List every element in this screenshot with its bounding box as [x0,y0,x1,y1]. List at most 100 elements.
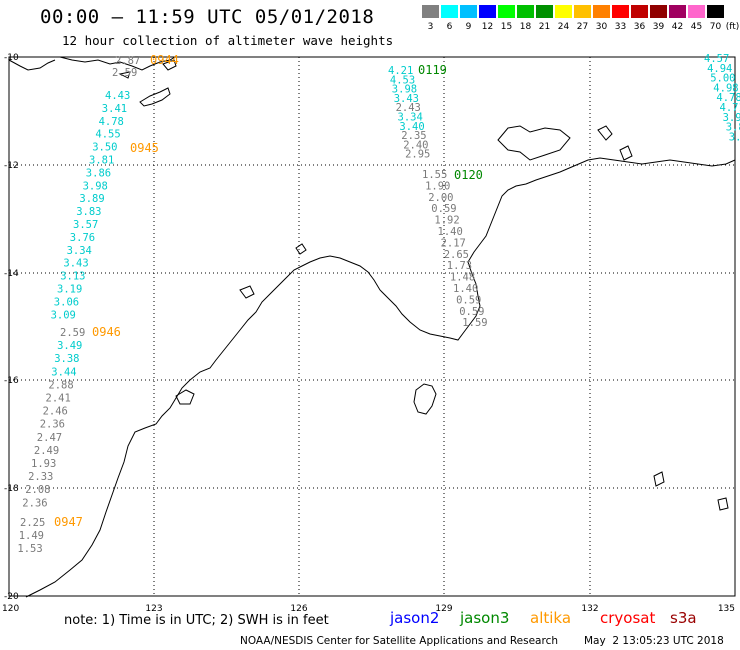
island-west-3 [295,243,307,255]
scale-label: 45 [690,22,703,32]
wave-height-value: 1.40 [453,283,478,295]
scale-swatch [498,5,515,18]
wave-height-value: 3.09 [51,309,76,321]
scale-label: 33 [614,22,627,32]
lon-tick-label: 120 [2,604,19,614]
wave-height-value: 3.57 [73,219,98,231]
wave-height-value: 2.33 [28,471,53,483]
altimeter-pass: 2.593.493.383.442.882.412.462.362.472.49… [22,325,121,509]
lat-tick-label: -20 [4,592,19,602]
pass-time-label: 0120 [454,168,483,182]
altimeter-pass: 2.872.59 0944 [112,53,179,79]
wave-height-value: 3.43 [394,93,419,105]
scale-swatch [460,5,477,18]
wave-height-value: 2.43 [396,102,421,114]
wave-height-value: 3.83 [76,206,101,218]
wave-height-value: 4.78 [716,92,740,104]
wave-height-value: 2.65 [444,249,469,261]
lat-tick-label: -10 [4,53,19,63]
scale-label: 15 [500,22,513,32]
indonesia-coast-topleft [8,56,176,71]
lon-tick-label: 129 [435,604,452,614]
island-small-2 [118,71,131,79]
map-subtitle: 12 hour collection of altimeter wave hei… [62,33,394,48]
altimeter-pass: 1.551.902.000.591.921.402.172.651.731.48… [422,168,488,329]
scale-swatch [479,5,496,18]
island-far-east [717,497,729,511]
wave-height-value: 3.06 [54,296,79,308]
scale-swatch [688,5,705,18]
scale-swatch [517,5,534,18]
wave-height-value: 2.95 [405,149,430,161]
scale-swatch [612,5,629,18]
wave-height-value: 1.40 [438,226,463,238]
altimeter-pass: 4.214.533.983.432.433.343.402.352.402.95… [388,63,447,161]
map-frame [8,56,736,597]
wave-height-value: 3.76 [729,131,740,143]
wave-height-value: 2.41 [46,393,71,405]
wave-height-value: 3.13 [60,271,85,283]
scale-label: 21 [538,22,551,32]
wave-height-value: 3.50 [92,142,117,154]
scale-swatch [650,5,667,18]
altimeter-tracks: 2.872.5909444.433.414.784.553.503.813.86… [17,53,740,555]
wave-height-value: 3.41 [102,103,127,115]
island-groote [653,471,665,487]
scale-swatch [441,5,458,18]
satellite-name: cryosat [600,609,656,627]
wave-height-value: 3.40 [399,121,424,133]
wave-height-value: 4.78 [99,116,124,128]
wave-height-value: 1.48 [450,272,475,284]
wave-height-value: 2.59 [60,327,85,339]
wave-height-value: 2.25 [20,517,45,529]
lon-tick-label: 123 [145,604,162,614]
scale-label: 9 [465,22,472,32]
wave-height-value: 3.98 [392,84,417,96]
scale-swatch [631,5,648,18]
wave-height-value: 2.59 [112,67,137,79]
wave-height-value: 3.19 [57,284,82,296]
wave-height-value: 4.98 [713,82,738,94]
wave-height-value: 1.92 [434,215,459,227]
wave-height-value: 4.43 [105,90,130,102]
wave-height-value: 3.89 [79,193,104,205]
wave-height-value: 1.90 [425,180,450,192]
product-timestamp: May 2 13:05:23 UTC 2018 [584,635,724,647]
wave-height-value: 4.55 [95,129,120,141]
wave-height-value: 2.46 [43,406,68,418]
lon-tick-label: 135 [718,604,735,614]
pass-time-label: 0119 [418,63,447,77]
altimeter-pass: 4.574.945.004.984.784.713.913.813.76 [704,53,740,143]
wave-height-value: 4.21 [388,65,413,77]
wave-height-value: 3.76 [70,232,95,244]
wave-height-value: 2.35 [401,130,426,142]
wave-height-value: 1.53 [17,543,42,555]
wave-height-value: 3.98 [83,180,108,192]
wave-height-value: 4.53 [390,74,415,86]
scale-label: 12 [481,22,494,32]
wave-height-value: 2.40 [403,139,428,151]
wave-height-value: 3.91 [723,112,740,124]
credit-line: NOAA/NESDIS Center for Satellite Applica… [240,635,558,647]
scale-swatch [422,5,439,18]
lat-tick-label: -12 [4,161,19,171]
wave-height-value: 1.55 [422,169,447,181]
altimeter-pass: 2.251.491.53 0947 [17,515,83,555]
scale-unit: (ft) [725,22,740,32]
graticule [9,57,735,596]
island-east-1 [597,125,613,141]
wave-height-value: 2.49 [34,445,59,457]
wave-height-value: 2.17 [441,237,466,249]
wave-height-value: 2.36 [40,419,65,431]
scale-swatch [555,5,572,18]
island-small-1 [162,59,177,71]
lat-tick-label: -14 [4,269,19,279]
pass-time-label: 0947 [54,515,83,529]
satellite-name: altika [530,609,572,627]
map-title: 00:00 – 11:59 UTC 05/01/2018 [40,6,375,28]
australia-coast [25,157,736,598]
wave-height-value: 1.93 [31,458,56,470]
lon-tick-label: 126 [290,604,307,614]
pass-time-label: 0945 [130,141,159,155]
wave-height-value: 3.34 [67,245,92,257]
